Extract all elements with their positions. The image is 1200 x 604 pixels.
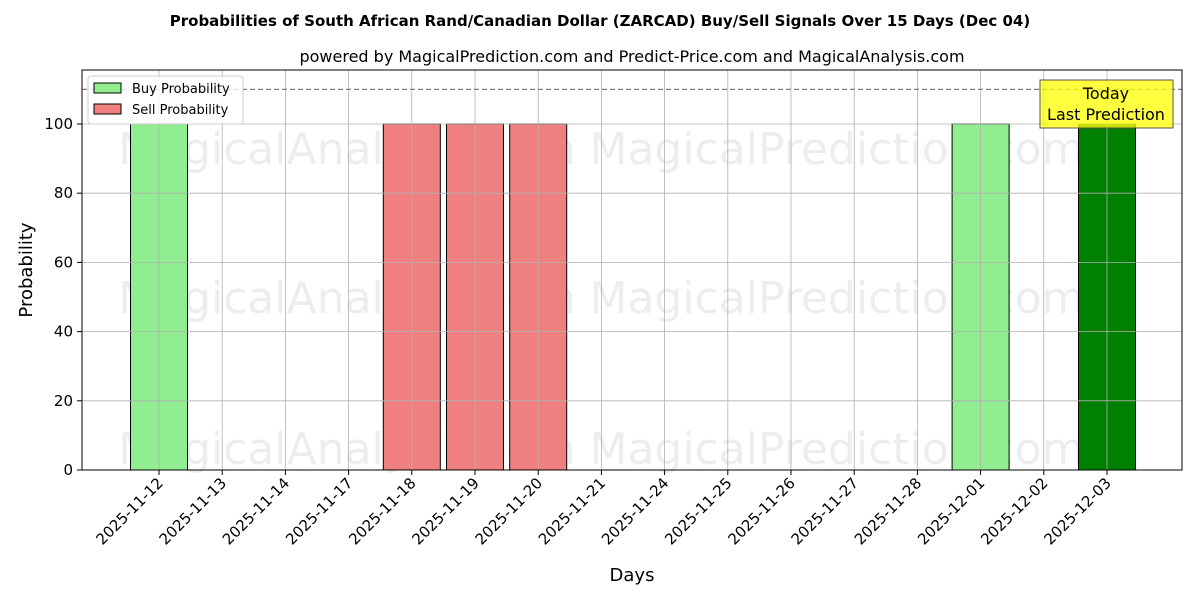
x-tick-label: 2025-12-01 (914, 474, 988, 548)
annotation-line1: Today (1082, 84, 1129, 103)
y-tick-label: 40 (54, 323, 73, 341)
x-tick-label: 2025-11-14 (219, 474, 293, 548)
x-axis-label: Days (610, 565, 655, 586)
x-tick-label: 2025-11-12 (92, 474, 166, 548)
x-tick-label: 2025-12-02 (977, 474, 1051, 548)
chart-subtitle: powered by MagicalPrediction.com and Pre… (299, 47, 964, 66)
x-tick-label: 2025-11-20 (472, 474, 546, 548)
x-tick-label: 2025-11-18 (345, 474, 419, 548)
x-tick-label: 2025-11-26 (724, 474, 798, 548)
x-tick-label: 2025-11-13 (156, 474, 230, 548)
annotation-box (1039, 79, 1174, 129)
y-tick-label: 0 (63, 461, 73, 479)
x-tick-label: 2025-11-17 (282, 474, 356, 548)
x-tick-label: 2025-11-27 (788, 474, 862, 548)
y-tick-label: 100 (44, 115, 73, 133)
legend-box (87, 75, 244, 125)
x-tick-label: 2025-11-24 (598, 474, 672, 548)
legend: Buy Probability Sell Probability (87, 75, 244, 125)
legend-swatch (93, 82, 122, 94)
y-tick-label: 60 (54, 253, 73, 271)
watermark: MagicalPrediction.com (590, 424, 1085, 475)
legend-label: Buy Probability (132, 82, 230, 97)
today-annotation: Today Last Prediction (1039, 79, 1174, 129)
x-tick-label: 2025-12-03 (1040, 474, 1114, 548)
x-tick-label: 2025-11-25 (661, 474, 735, 548)
chart-title: Probabilities of South African Rand/Cana… (170, 12, 1030, 30)
x-tick-label: 2025-11-28 (851, 474, 925, 548)
y-axis-label: Probability (16, 222, 37, 317)
watermark: MagicalPrediction.com (590, 273, 1085, 324)
y-tick-label: 80 (54, 184, 73, 202)
plot-frame (81, 69, 1183, 471)
y-tick-label: 20 (54, 392, 73, 410)
legend-swatch (93, 103, 122, 115)
x-tick-label: 2025-11-19 (408, 474, 482, 548)
x-tick-label: 2025-11-21 (535, 474, 609, 548)
watermark: MagicalPrediction.com (590, 124, 1085, 175)
legend-label: Sell Probability (132, 103, 229, 118)
annotation-line2: Last Prediction (1047, 105, 1165, 124)
